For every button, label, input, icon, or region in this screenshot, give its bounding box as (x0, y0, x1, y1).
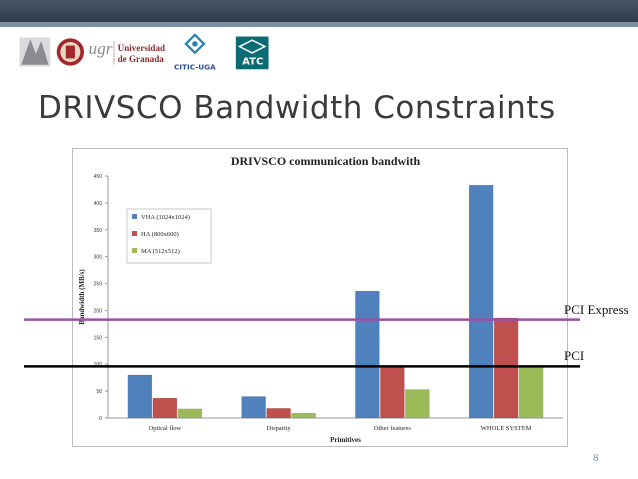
y-tick-label: 300 (94, 255, 103, 261)
bar-vha-3 (468, 184, 494, 419)
x-tick-label: Optical flow (149, 425, 182, 432)
bar-vha-0 (127, 374, 153, 419)
ugr-name-line1: Universidad (118, 43, 165, 53)
bar-vha-2 (355, 290, 380, 419)
y-tick-label: 350 (94, 228, 103, 234)
bandwidth-chart: DRIVSCO communication bandwith 0 50 100 150 2… (78, 154, 563, 444)
top-banner (0, 0, 638, 22)
x-axis-label: Primitives (330, 436, 361, 444)
legend-swatch-2 (132, 248, 137, 253)
y-tick-label: 0 (99, 416, 102, 422)
y-tick-label: 400 (94, 201, 103, 207)
x-tick-label: Other features (374, 425, 411, 432)
legend-entry-0: VHA (1024x1024) (141, 214, 190, 221)
chart-title: DRIVSCO communication bandwith (231, 154, 421, 168)
y-tick-label: 250 (94, 282, 103, 288)
institution-logos: ugr Universidad de Granada CITIC-UGA ATC (19, 33, 269, 71)
ugr-emblem-icon (19, 37, 51, 67)
citic-wordmark: CITIC-UGA (174, 62, 216, 71)
citic-logo-icon (184, 33, 206, 55)
bar-ma-2 (405, 389, 430, 419)
bar-ma-3 (518, 366, 544, 419)
legend-entry-1: HA (800x600) (141, 231, 179, 238)
chart-legend (126, 208, 212, 264)
legend-entry-2: MA (512x512) (141, 248, 180, 255)
x-tick-label: Disparity (267, 425, 292, 432)
legend-swatch-0 (132, 214, 137, 219)
atc-logo-icon: ATC (235, 36, 269, 70)
bar-ma-1 (291, 412, 316, 419)
y-tick-label: 100 (94, 362, 103, 368)
ugr-name-line2: de Granada (118, 54, 165, 64)
x-tick-label: WHOLE SYSTEM (481, 425, 532, 432)
bar-ha-2 (380, 366, 405, 419)
y-axis-label: Bandwidth (MB/s) (78, 269, 86, 325)
chart-container: DRIVSCO communication bandwith 0 50 100 150 2… (72, 148, 568, 447)
legend-swatch-1 (132, 231, 137, 236)
bar-ma-0 (177, 408, 203, 419)
bar-ha-0 (152, 397, 178, 419)
granada-crest-icon (56, 38, 84, 66)
y-tick-label: 450 (94, 174, 103, 180)
y-tick-label: 150 (94, 335, 103, 341)
bar-ha-1 (266, 408, 291, 419)
svg-text:ATC: ATC (242, 57, 263, 68)
bar-ha-3 (493, 317, 519, 419)
slide-number: 8 (593, 452, 599, 464)
reference-line-label-1: PCI (564, 348, 585, 364)
y-tick-label: 200 (94, 308, 103, 314)
slide-title: DRIVSCO Bandwidth Constraints (38, 90, 556, 126)
y-tick-label: 50 (96, 389, 102, 395)
top-banner-accent (0, 22, 638, 27)
reference-line-label-0: PCI Express (564, 301, 629, 317)
bar-vha-1 (241, 396, 266, 419)
ugr-wordmark: ugr (89, 39, 113, 58)
